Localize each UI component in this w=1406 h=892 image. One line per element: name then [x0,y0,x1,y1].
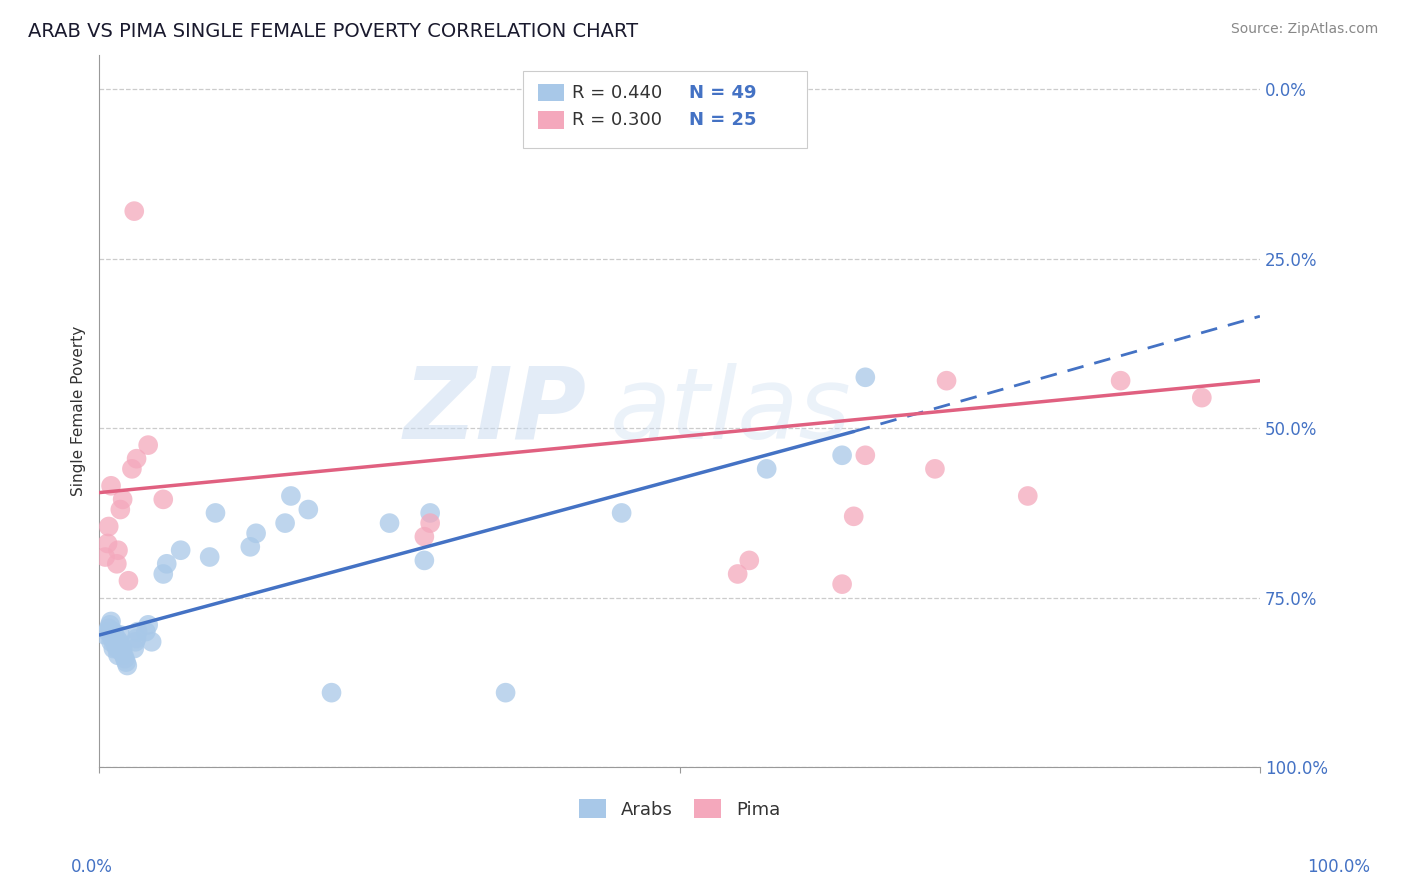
Point [169,543,191,558]
Legend: Arabs, Pima: Arabs, Pima [572,792,787,826]
Point [419,516,441,530]
FancyBboxPatch shape [523,70,807,148]
Point [94,549,117,564]
Text: R = 0.300: R = 0.300 [572,111,662,129]
Point [125,632,148,646]
Point [115,655,138,669]
Point [110,638,132,652]
Point [727,566,749,581]
Point [136,438,159,452]
Point [853,370,876,384]
Point [100,634,122,648]
Point [1191,391,1213,405]
Point [121,462,143,476]
Point [110,628,132,642]
Point [156,557,179,571]
Point [831,448,853,462]
Point [112,648,135,663]
Point [152,492,174,507]
Point [107,648,129,663]
Point [104,638,127,652]
Point [280,489,302,503]
Point [413,553,436,567]
Point [111,641,134,656]
Point [274,516,297,530]
Point [125,451,148,466]
Point [108,634,131,648]
Point [755,462,778,476]
Point [935,374,957,388]
Point [141,634,163,648]
Point [96,624,118,639]
Point [853,448,876,462]
Point [239,540,262,554]
Text: 0.0%: 0.0% [70,858,112,876]
Point [831,577,853,591]
Point [378,516,401,530]
Point [100,615,122,629]
Point [610,506,633,520]
Text: R = 0.440: R = 0.440 [572,84,662,102]
Point [738,553,761,567]
Point [107,543,129,558]
Point [122,641,145,656]
Point [94,628,117,642]
Point [100,479,122,493]
Point [419,506,441,520]
Text: atlas: atlas [610,363,852,459]
Point [111,492,134,507]
Text: 100.0%: 100.0% [1308,858,1369,876]
Point [103,641,125,656]
Point [105,632,128,646]
Point [98,617,121,632]
Point [122,204,145,219]
Point [96,536,118,550]
Text: ZIP: ZIP [404,363,586,459]
Point [135,624,157,639]
Point [114,652,136,666]
Point [924,462,946,476]
Point [321,686,343,700]
Point [117,658,139,673]
Text: Source: ZipAtlas.com: Source: ZipAtlas.com [1230,22,1378,37]
Point [97,519,120,533]
Text: N = 49: N = 49 [689,84,756,102]
FancyBboxPatch shape [538,112,564,129]
Point [1017,489,1039,503]
Point [110,645,132,659]
Point [413,530,436,544]
Point [245,526,267,541]
Point [136,617,159,632]
Point [105,641,128,656]
Point [127,624,149,639]
Point [495,686,517,700]
Point [97,621,120,635]
Point [1109,374,1132,388]
Point [101,632,124,646]
Point [124,634,146,648]
Point [117,574,139,588]
Y-axis label: Single Female Poverty: Single Female Poverty [72,326,86,496]
Text: N = 25: N = 25 [689,111,756,129]
Point [103,624,125,639]
Point [105,557,128,571]
Text: ARAB VS PIMA SINGLE FEMALE POVERTY CORRELATION CHART: ARAB VS PIMA SINGLE FEMALE POVERTY CORRE… [28,22,638,41]
Point [842,509,865,524]
Point [103,628,125,642]
Point [152,566,174,581]
Point [198,549,221,564]
Point [204,506,226,520]
Point [110,502,132,516]
FancyBboxPatch shape [538,84,564,102]
Point [297,502,319,516]
